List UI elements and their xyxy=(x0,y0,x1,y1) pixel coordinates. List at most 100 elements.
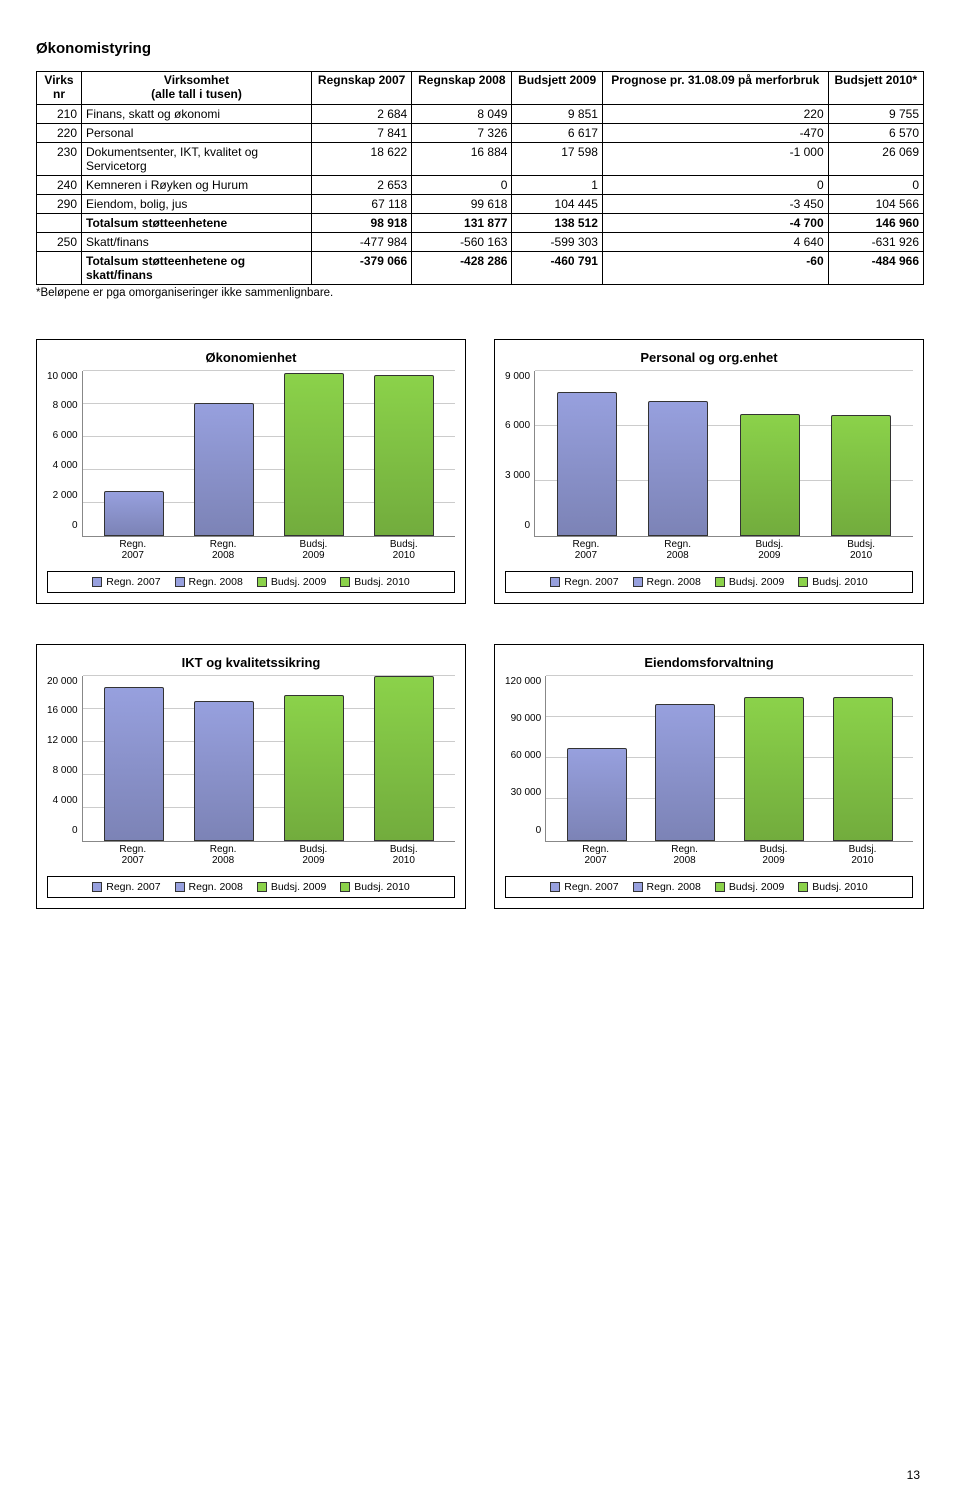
table-cell: 67 118 xyxy=(312,194,412,213)
table-cell: -477 984 xyxy=(312,232,412,251)
table-cell: Eiendom, bolig, jus xyxy=(82,194,312,213)
table-cell: 99 618 xyxy=(412,194,512,213)
y-axis: 120 00090 00060 00030 0000 xyxy=(505,676,545,836)
legend-item: Budsj. 2010 xyxy=(798,881,867,893)
chart-plot xyxy=(534,371,913,537)
legend-swatch-icon xyxy=(633,577,643,587)
page-title: Økonomistyring xyxy=(36,40,924,57)
legend-swatch-icon xyxy=(340,882,350,892)
table-cell: 220 xyxy=(37,123,82,142)
table-cell: 18 622 xyxy=(312,142,412,175)
legend-label: Budsj. 2009 xyxy=(271,576,326,588)
legend-item: Regn. 2007 xyxy=(92,881,160,893)
chart-legend: Regn. 2007Regn. 2008Budsj. 2009Budsj. 20… xyxy=(505,876,913,898)
table-cell: Totalsum støtteenhetene og skatt/finans xyxy=(82,251,312,284)
finance-table: Virks nrVirksomhet(alle tall i tusen)Reg… xyxy=(36,71,924,285)
table-cell: -560 163 xyxy=(412,232,512,251)
table-row: Totalsum støtteenhetene98 918131 877138 … xyxy=(37,213,924,232)
legend-swatch-icon xyxy=(92,882,102,892)
table-cell: 290 xyxy=(37,194,82,213)
chart-bar xyxy=(194,701,254,840)
chart-title: Personal og org.enhet xyxy=(505,350,913,365)
chart-bar xyxy=(284,695,344,840)
x-axis: Regn.2007Regn.2008Budsj.2009Budsj.2010 xyxy=(534,537,913,561)
table-cell xyxy=(37,251,82,284)
table-cell: 146 960 xyxy=(828,213,923,232)
legend-item: Budsj. 2010 xyxy=(340,576,409,588)
table-cell: 0 xyxy=(412,175,512,194)
table-cell: Kemneren i Røyken og Hurum xyxy=(82,175,312,194)
legend-item: Regn. 2007 xyxy=(550,576,618,588)
table-cell: 16 884 xyxy=(412,142,512,175)
table-cell: 6 570 xyxy=(828,123,923,142)
table-row: 210Finans, skatt og økonomi2 6848 0499 8… xyxy=(37,104,924,123)
table-col-header: Budsjett 2010* xyxy=(828,72,923,105)
table-cell: 250 xyxy=(37,232,82,251)
legend-label: Regn. 2008 xyxy=(647,576,701,588)
table-cell: 104 445 xyxy=(512,194,602,213)
chart-panel: IKT og kvalitetssikring20 00016 00012 00… xyxy=(36,644,466,909)
table-cell: 1 xyxy=(512,175,602,194)
table-cell: 7 326 xyxy=(412,123,512,142)
chart-bar xyxy=(648,401,708,535)
table-cell xyxy=(37,213,82,232)
chart-panel: Personal og org.enhet9 0006 0003 0000Reg… xyxy=(494,339,924,604)
table-cell: 230 xyxy=(37,142,82,175)
legend-swatch-icon xyxy=(550,577,560,587)
chart-bar xyxy=(284,373,344,536)
chart-plot xyxy=(82,676,455,842)
chart-bar xyxy=(831,415,891,535)
table-cell: 9 755 xyxy=(828,104,923,123)
table-cell: Finans, skatt og økonomi xyxy=(82,104,312,123)
table-cell: 138 512 xyxy=(512,213,602,232)
y-axis: 20 00016 00012 0008 0004 0000 xyxy=(47,676,82,836)
legend-swatch-icon xyxy=(175,577,185,587)
table-cell: 131 877 xyxy=(412,213,512,232)
legend-label: Regn. 2007 xyxy=(564,576,618,588)
table-cell: 8 049 xyxy=(412,104,512,123)
chart-panel: Økonomienhet10 0008 0006 0004 0002 0000R… xyxy=(36,339,466,604)
table-row: 240Kemneren i Røyken og Hurum2 6530100 xyxy=(37,175,924,194)
table-cell: Skatt/finans xyxy=(82,232,312,251)
chart-bar xyxy=(740,414,800,535)
chart-bar xyxy=(655,704,715,841)
table-cell: 98 918 xyxy=(312,213,412,232)
table-cell: -599 303 xyxy=(512,232,602,251)
legend-swatch-icon xyxy=(550,882,560,892)
table-cell: 17 598 xyxy=(512,142,602,175)
chart-plot xyxy=(82,371,455,537)
table-col-header: Regnskap 2008 xyxy=(412,72,512,105)
x-axis: Regn.2007Regn.2008Budsj.2009Budsj.2010 xyxy=(545,842,913,866)
legend-swatch-icon xyxy=(798,577,808,587)
y-axis: 9 0006 0003 0000 xyxy=(505,371,534,531)
table-cell: 2 653 xyxy=(312,175,412,194)
table-cell: -428 286 xyxy=(412,251,512,284)
legend-item: Regn. 2008 xyxy=(175,576,243,588)
table-row: Totalsum støtteenhetene og skatt/finans -… xyxy=(37,251,924,284)
legend-label: Regn. 2008 xyxy=(189,576,243,588)
table-cell: -4 700 xyxy=(602,213,828,232)
chart-bar xyxy=(194,403,254,536)
legend-label: Budsj. 2010 xyxy=(812,576,867,588)
x-axis: Regn.2007Regn.2008Budsj.2009Budsj.2010 xyxy=(82,537,455,561)
legend-label: Budsj. 2009 xyxy=(271,881,326,893)
table-cell: Personal xyxy=(82,123,312,142)
table-cell: 6 617 xyxy=(512,123,602,142)
table-cell: -631 926 xyxy=(828,232,923,251)
page-number: 13 xyxy=(907,1468,920,1482)
table-row: 220Personal7 8417 3266 617-4706 570 xyxy=(37,123,924,142)
chart-legend: Regn. 2007Regn. 2008Budsj. 2009Budsj. 20… xyxy=(47,876,455,898)
chart-legend: Regn. 2007 Regn. 2008 Budsj. 2009 Budsj. 20… xyxy=(505,571,913,593)
x-axis: Regn.2007Regn.2008Budsj.2009Budsj.2010 xyxy=(82,842,455,866)
table-cell: 0 xyxy=(828,175,923,194)
table-cell: -484 966 xyxy=(828,251,923,284)
legend-item: Budsj. 2009 xyxy=(715,576,784,588)
table-cell: 4 640 xyxy=(602,232,828,251)
legend-item: Budsj. 2009 xyxy=(257,881,326,893)
table-cell: 9 851 xyxy=(512,104,602,123)
table-cell: 210 xyxy=(37,104,82,123)
legend-swatch-icon xyxy=(175,882,185,892)
table-col-header: Prognose pr. 31.08.09 på merforbruk xyxy=(602,72,828,105)
legend-label: Budsj. 2010 xyxy=(354,881,409,893)
table-cell: -460 791 xyxy=(512,251,602,284)
